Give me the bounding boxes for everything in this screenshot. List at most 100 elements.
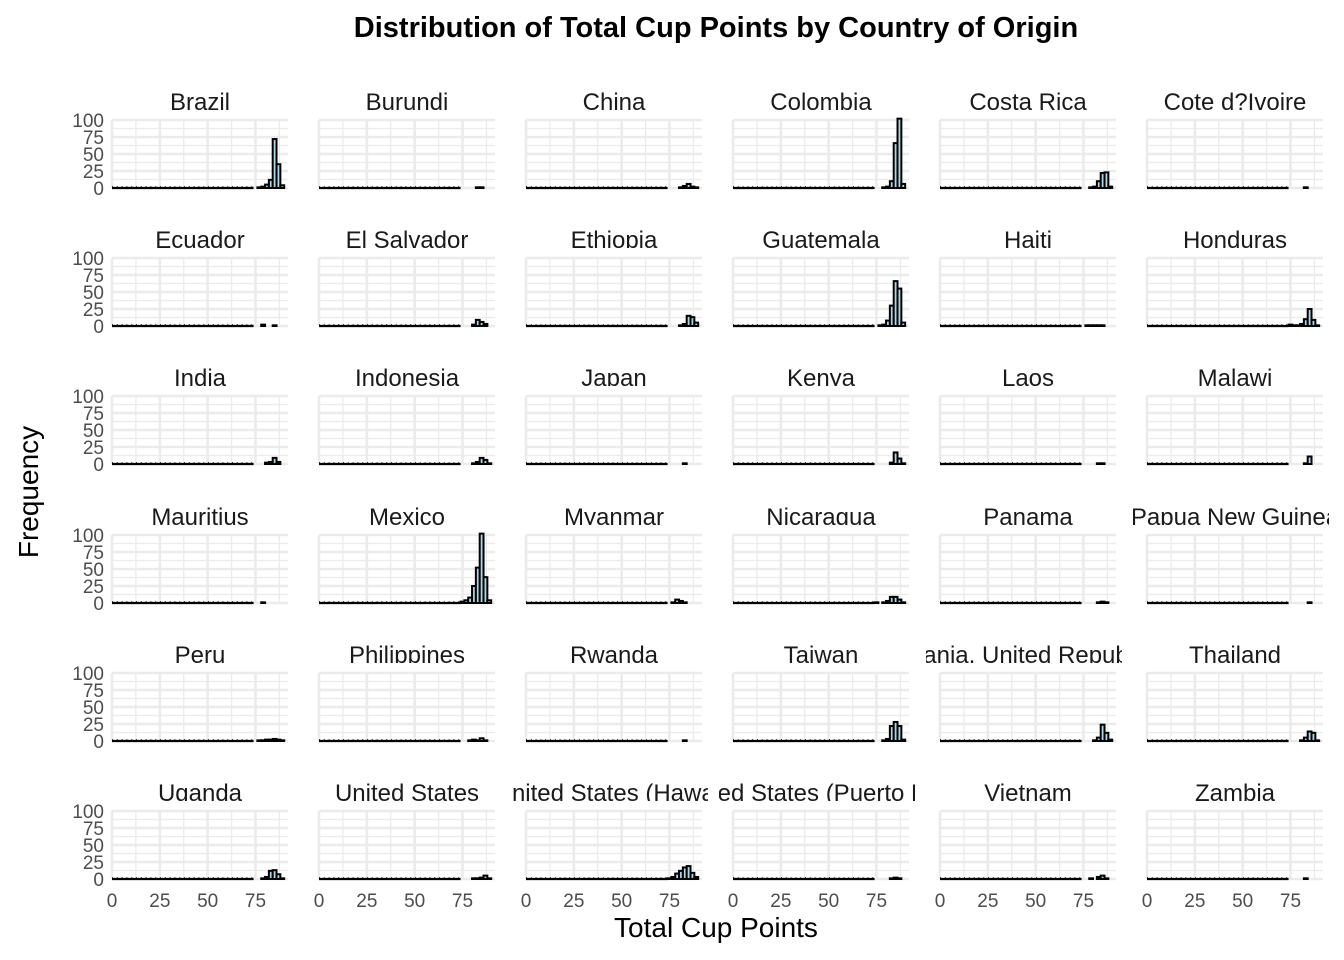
facet-strip-label: Papua New Guinea	[1131, 504, 1340, 531]
y-tick-label: 75	[83, 266, 104, 287]
facet-strip-label: Myanmar	[564, 504, 664, 531]
facet-strip-label: United States (Hawaii)	[495, 780, 734, 807]
y-tick-label: 25	[83, 577, 104, 598]
y-tick-label: 25	[83, 438, 104, 459]
facet-strip-label: Mauritius	[151, 504, 248, 531]
facet-strip-label: United States (Puerto Rico)	[675, 780, 967, 807]
histogram-bar	[486, 599, 493, 605]
facet-panel: United States 0 25 50 75	[314, 780, 495, 912]
facet-strip-label: Tanzania, United Republic Of	[873, 642, 1184, 669]
histogram-bar	[693, 186, 700, 190]
facet-panel: Costa Rica	[938, 89, 1116, 190]
facet-strip-label: Thailand	[1189, 642, 1281, 669]
histogram-bar	[279, 739, 286, 743]
facet-strip-label: Laos	[1002, 365, 1054, 392]
facet-strip-label: Rwanda	[570, 642, 659, 669]
y-tick-label: 0	[93, 317, 104, 338]
facet-panel: Japan	[524, 365, 702, 466]
facet-strip-label: Peru	[175, 642, 226, 669]
facet-strip-label: El Salvador	[346, 227, 469, 254]
x-tick-label: 25	[770, 891, 791, 912]
y-tick-label: 100	[72, 664, 104, 685]
histogram-bar	[681, 462, 688, 466]
x-tick-label: 75	[452, 891, 473, 912]
histogram-bar	[681, 739, 688, 743]
x-tick-label: 0	[728, 891, 739, 912]
x-tick-label: 25	[563, 891, 584, 912]
facet-panel: Taiwan	[731, 642, 909, 743]
histogram-bar	[1306, 455, 1313, 465]
facet-strip-label: Panama	[983, 504, 1073, 531]
histogram-bar	[1103, 171, 1110, 190]
x-tick-label: 0	[521, 891, 532, 912]
x-tick-label: 75	[659, 891, 680, 912]
y-tick-label: 25	[83, 715, 104, 736]
histogram-bar	[1103, 877, 1110, 881]
chart-title: Distribution of Total Cup Points by Coun…	[354, 12, 1078, 44]
facet-strip-label: Honduras	[1183, 227, 1287, 254]
histogram-bar	[271, 324, 278, 328]
histogram-bar	[1099, 874, 1106, 880]
y-tick-label: 50	[83, 836, 104, 857]
y-axis-title: Frequency	[13, 426, 44, 558]
histogram-bar	[482, 322, 489, 327]
facet-strip-label: Zambia	[1195, 780, 1276, 807]
x-tick-label: 50	[1025, 891, 1046, 912]
facet-strip-label: Indonesia	[355, 365, 460, 392]
histogram-bar	[896, 287, 903, 328]
facet-panel: Kenya	[731, 365, 909, 466]
x-tick-label: 25	[977, 891, 998, 912]
x-tick-label: 75	[1280, 891, 1301, 912]
facet-strip-label: Haiti	[1004, 227, 1052, 254]
y-tick-label: 50	[83, 560, 104, 581]
histogram-bar	[689, 316, 696, 328]
facet-panel: Malawi	[1145, 365, 1323, 466]
facet-strip-label: Mexico	[369, 504, 445, 531]
y-tick-label: 25	[83, 162, 104, 183]
histogram-bar	[482, 739, 489, 743]
y-tick-label: 100	[72, 387, 104, 408]
histogram-bar	[1103, 731, 1110, 743]
y-tick-label: 100	[72, 802, 104, 823]
facet-strip-label: Colombia	[770, 89, 872, 116]
facet-panel: Burundi	[317, 89, 495, 190]
histogram-bar	[900, 601, 907, 605]
histogram-bar	[900, 321, 907, 328]
facet-panel: Laos	[938, 365, 1116, 466]
x-tick-label: 50	[818, 891, 839, 912]
facet-panel: Ethiopia	[524, 227, 702, 328]
y-tick-label: 75	[83, 404, 104, 425]
y-tick-label: 100	[72, 249, 104, 270]
facet-strip-label: Ecuador	[155, 227, 244, 254]
histogram-bar	[873, 601, 880, 605]
histogram-bar	[693, 875, 700, 881]
facet-strip-label: Uganda	[158, 780, 243, 807]
histogram-bar	[1314, 324, 1321, 328]
y-tick-label: 0	[93, 594, 104, 615]
histogram-bar	[1310, 731, 1317, 743]
facet-panel: Philippines	[317, 642, 495, 743]
histogram-bar	[260, 601, 267, 605]
histogram-bar	[1306, 601, 1313, 605]
histogram-bar	[1107, 185, 1114, 189]
x-tick-label: 50	[1232, 891, 1253, 912]
histogram-bar	[482, 576, 489, 604]
histogram-bar	[689, 871, 696, 881]
facet-panel: Papua New Guinea	[1131, 504, 1340, 605]
facet-panel: Tanzania, United Republic Of	[873, 642, 1184, 743]
facet-panel: Nicaragua	[731, 504, 909, 605]
x-tick-label: 50	[197, 891, 218, 912]
y-tick-label: 25	[83, 300, 104, 321]
histogram-bar	[1302, 877, 1309, 881]
facet-strip-label: Guatemala	[762, 227, 880, 254]
facet-panel: Mexico	[317, 504, 495, 605]
x-tick-label: 0	[935, 891, 946, 912]
histogram-bar	[260, 323, 267, 328]
histogram-bar	[1099, 462, 1106, 466]
histogram-bar	[271, 456, 278, 466]
histogram-bar	[1314, 739, 1321, 743]
facet-strip-label: United States	[335, 780, 479, 807]
facet-panel: Haiti	[938, 227, 1116, 328]
y-tick-label: 0	[93, 732, 104, 753]
